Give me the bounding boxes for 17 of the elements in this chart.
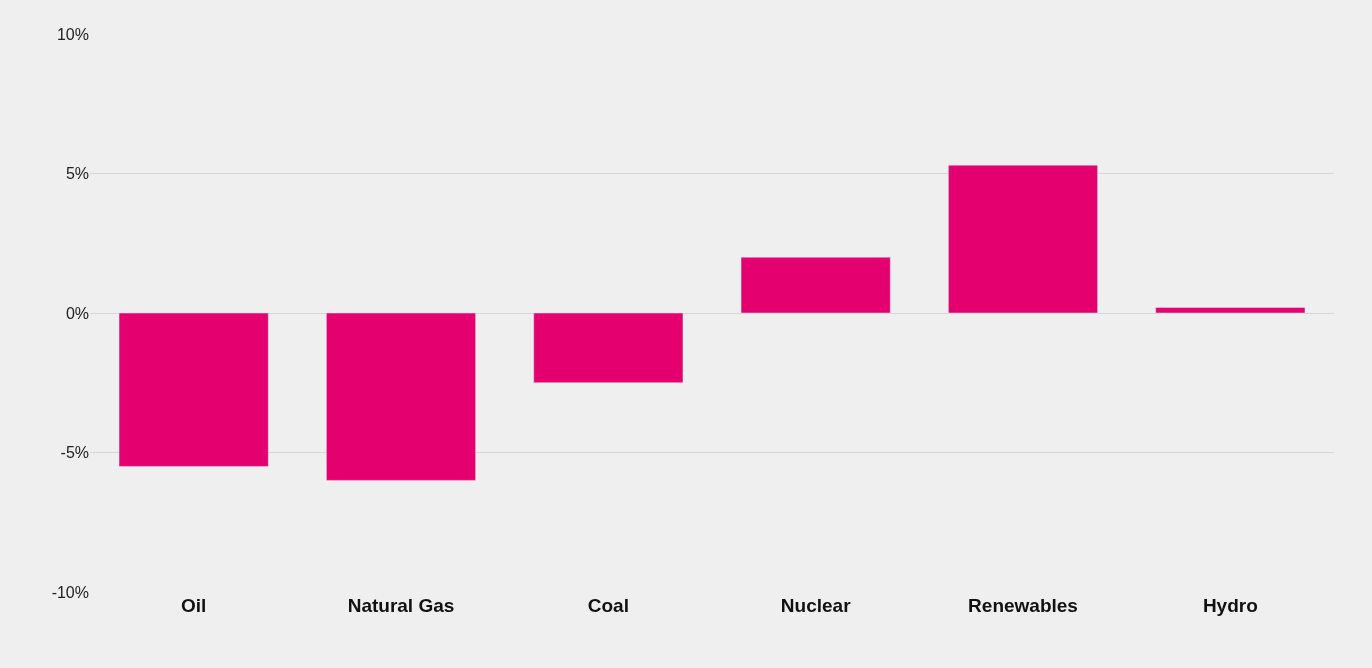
x-tick-label: Nuclear xyxy=(780,595,852,616)
x-tick-label: Hydro xyxy=(1202,595,1258,616)
bar xyxy=(326,312,476,481)
bar xyxy=(533,312,684,383)
x-tick-label: Natural Gas xyxy=(347,595,455,616)
y-tick-label: 5% xyxy=(65,165,89,183)
y-tick-label: 0% xyxy=(65,304,89,322)
bar xyxy=(118,312,269,467)
bar xyxy=(1155,307,1306,314)
bar xyxy=(948,164,1098,314)
y-tick-label: -5% xyxy=(60,444,89,462)
x-tick-label: Coal xyxy=(587,595,629,616)
y-tick-label: 10% xyxy=(56,25,89,43)
x-tick-label: Renewables xyxy=(968,595,1078,616)
x-tick-label: Oil xyxy=(181,595,207,616)
bar xyxy=(740,256,891,314)
y-tick-label: -10% xyxy=(51,583,89,601)
